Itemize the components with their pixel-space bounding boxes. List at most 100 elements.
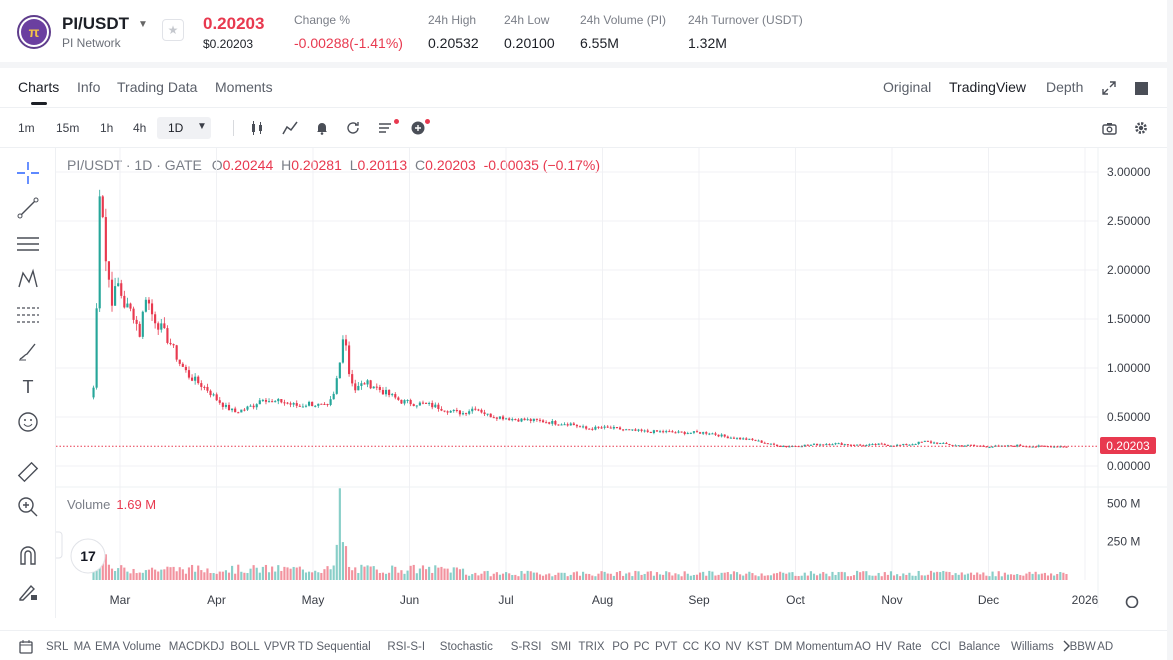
camera-icon[interactable]: [1101, 120, 1117, 136]
x-tick-label: Mar: [110, 593, 131, 607]
volume-bar: [295, 567, 298, 580]
indicator-balance[interactable]: Balance: [958, 641, 1001, 653]
gear-icon[interactable]: [1133, 120, 1149, 136]
view-tradingview[interactable]: TradingView: [949, 79, 1027, 95]
indicator-hv[interactable]: HV: [875, 641, 892, 653]
pair-selector[interactable]: PI/USDT: [62, 14, 130, 33]
indicator-ad[interactable]: AD: [1097, 641, 1114, 653]
pi-logo-glyph: π: [21, 19, 47, 45]
timeframe-1h[interactable]: 1h: [100, 121, 114, 135]
indicator-td-sequential[interactable]: TD Sequential: [297, 641, 371, 653]
indicator-pc[interactable]: PC: [633, 641, 650, 653]
indicator-trix[interactable]: TRIX: [578, 641, 605, 653]
candle-type-icon[interactable]: [249, 120, 265, 136]
candle-body: [917, 441, 920, 444]
volume-bar: [926, 574, 929, 580]
timeframe-dropdown-icon[interactable]: ▼: [197, 121, 207, 132]
indicator-rate[interactable]: Rate: [897, 641, 922, 653]
indicator-dm[interactable]: DM: [774, 641, 793, 653]
trend-line-icon[interactable]: [16, 196, 40, 220]
magnet-icon[interactable]: [16, 544, 40, 568]
candle-body: [889, 445, 893, 447]
indicator-ema[interactable]: EMA: [95, 641, 120, 653]
volume-bar: [652, 575, 655, 580]
pattern-icon[interactable]: [16, 267, 40, 291]
candle-body: [431, 402, 434, 408]
chevron-down-icon[interactable]: ▼: [138, 19, 148, 30]
volume-bar: [421, 565, 425, 580]
refresh-icon[interactable]: [345, 120, 361, 136]
x-tick-label: Oct: [786, 593, 805, 607]
indicator-nv[interactable]: NV: [725, 641, 742, 653]
indicator-cc[interactable]: CC: [682, 641, 700, 653]
tab-trading-data[interactable]: Trading Data: [117, 79, 198, 95]
indicator-boll[interactable]: BOLL: [230, 641, 260, 653]
volume-bar: [557, 572, 560, 580]
horizontal-lines-icon[interactable]: [16, 232, 40, 256]
price-chart[interactable]: Mar Apr May Jun Jul Aug Sep Oct Nov Dec 2026 3.0000…: [56, 148, 1167, 608]
indicator-ao[interactable]: AO: [854, 641, 872, 653]
fib-retracement-icon[interactable]: [16, 303, 40, 327]
view-original[interactable]: Original: [883, 79, 932, 95]
indicator-macd[interactable]: MACD: [168, 641, 203, 653]
tab-moments[interactable]: Moments: [215, 79, 273, 95]
indicator-s-rsi[interactable]: S-RSI: [510, 641, 542, 653]
indicator-bbw[interactable]: BBW: [1069, 641, 1096, 653]
calendar-icon[interactable]: [18, 639, 34, 655]
candle-body: [400, 399, 403, 404]
candle-body: [692, 431, 695, 433]
indicator-kst[interactable]: KST: [746, 641, 770, 653]
brush-icon[interactable]: [16, 339, 40, 363]
indicator-ma[interactable]: MA: [73, 641, 91, 653]
layout-square-icon[interactable]: [1133, 80, 1149, 96]
indicators-icon[interactable]: [282, 120, 298, 136]
candle-body: [655, 430, 659, 432]
lock-drawing-icon[interactable]: [16, 580, 40, 604]
emoji-icon[interactable]: [16, 410, 40, 434]
volume-bar: [526, 570, 529, 580]
candle-body: [800, 446, 803, 448]
volume-bar: [492, 573, 495, 580]
crosshair-icon[interactable]: [16, 161, 40, 185]
view-depth[interactable]: Depth: [1046, 79, 1084, 95]
indicator-williams[interactable]: Williams: [1011, 641, 1054, 653]
indicator-smi[interactable]: SMI: [550, 641, 572, 653]
alert-bell-icon[interactable]: [314, 120, 330, 136]
text-tool-icon[interactable]: T: [22, 376, 34, 397]
indicator-momentum[interactable]: Momentum: [795, 641, 854, 653]
indicator-volume[interactable]: Volume: [122, 641, 161, 653]
fullscreen-icon[interactable]: [1101, 80, 1117, 96]
timeframe-selected-box[interactable]: [157, 117, 211, 139]
indicator-pvt[interactable]: PVT: [655, 641, 678, 653]
timeframe-1d[interactable]: 1D: [168, 121, 184, 135]
indicator-rsi-s-i[interactable]: RSI-S-I: [387, 641, 426, 653]
indicator-vpvr[interactable]: VPVR: [264, 641, 296, 653]
volume-legend-value: 1.69 M: [116, 497, 157, 512]
volume-bar: [511, 575, 514, 580]
timeframe-15m[interactable]: 15m: [56, 121, 80, 135]
chevron-right-icon[interactable]: [1060, 638, 1074, 654]
favorite-star-icon[interactable]: ★: [162, 19, 184, 41]
add-circle-icon[interactable]: [410, 120, 426, 136]
indicator-stochastic[interactable]: Stochastic: [439, 641, 493, 653]
candle-body: [246, 406, 249, 410]
volume-bar: [394, 566, 397, 580]
ruler-icon[interactable]: [16, 460, 40, 484]
timeframe-4h[interactable]: 4h: [133, 121, 147, 135]
candle-body: [865, 444, 868, 446]
settings-list-icon[interactable]: [377, 120, 393, 136]
volume-bar: [640, 574, 643, 580]
candle-body: [775, 444, 779, 446]
zoom-in-icon[interactable]: [16, 495, 40, 519]
tab-info[interactable]: Info: [77, 79, 101, 95]
indicator-po[interactable]: PO: [612, 641, 629, 653]
indicator-cci[interactable]: CCI: [931, 641, 951, 653]
tab-charts[interactable]: Charts: [18, 79, 60, 95]
timeframe-1m[interactable]: 1m: [18, 121, 35, 135]
indicator-kdj[interactable]: KDJ: [202, 641, 225, 653]
page-scrollbar[interactable]: [1167, 0, 1173, 660]
indicator-srl[interactable]: SRL: [46, 641, 69, 653]
candle-body: [271, 401, 274, 403]
indicator-ko[interactable]: KO: [704, 641, 721, 653]
candle-body: [1053, 446, 1056, 448]
